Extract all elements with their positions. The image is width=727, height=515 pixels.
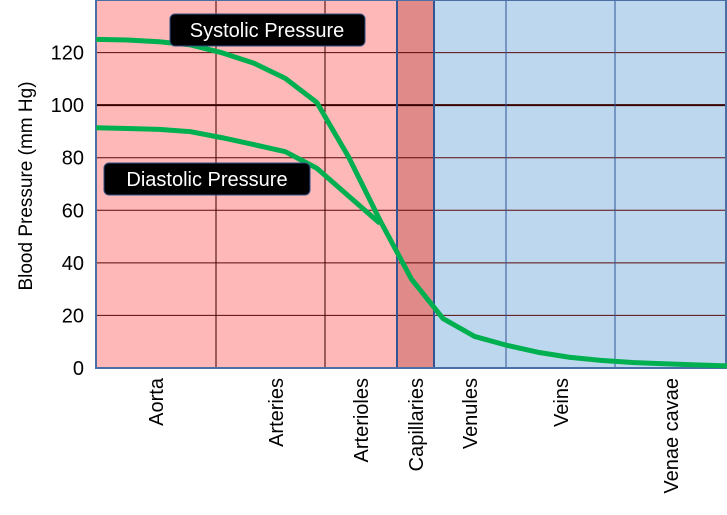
x-category-label: Veins	[551, 378, 573, 427]
region-2	[434, 0, 727, 368]
x-category-label: Arterioles	[351, 378, 373, 462]
y-tick-label: 60	[62, 200, 84, 222]
y-tick-label: 20	[62, 305, 84, 327]
y-tick-label: 40	[62, 253, 84, 275]
legend-diastolic-label: Diastolic Pressure	[126, 169, 287, 191]
x-category-label: Arteries	[266, 378, 288, 447]
series-line-1	[95, 125, 382, 226]
y-tick-label: 0	[73, 358, 84, 380]
x-category-label: Capillaries	[406, 378, 428, 471]
legend-systolic-label: Systolic Pressure	[190, 20, 345, 42]
series-line-0	[95, 36, 727, 369]
x-category-label: Venules	[460, 378, 482, 449]
x-axis-categories: Aorta Arteries Arterioles Capillaries Venule…	[146, 377, 683, 494]
y-tick-label: 80	[62, 148, 84, 170]
region-1	[397, 0, 434, 368]
y-axis-ticks: 0 20 40 60 80 100 120	[51, 43, 84, 380]
legend-diastolic: Diastolic Pressure	[103, 162, 311, 196]
y-tick-label: 100	[51, 95, 84, 117]
x-category-label: Venae cavae	[661, 378, 683, 494]
x-category-label: Aorta	[146, 377, 168, 426]
y-tick-label: 120	[51, 43, 84, 65]
plot-border	[95, 0, 727, 369]
series-lines	[95, 36, 727, 369]
gridlines	[95, 0, 727, 369]
legend-systolic: Systolic Pressure	[169, 13, 366, 47]
y-axis-label: Blood Pressure (mm Hg)	[16, 81, 37, 290]
